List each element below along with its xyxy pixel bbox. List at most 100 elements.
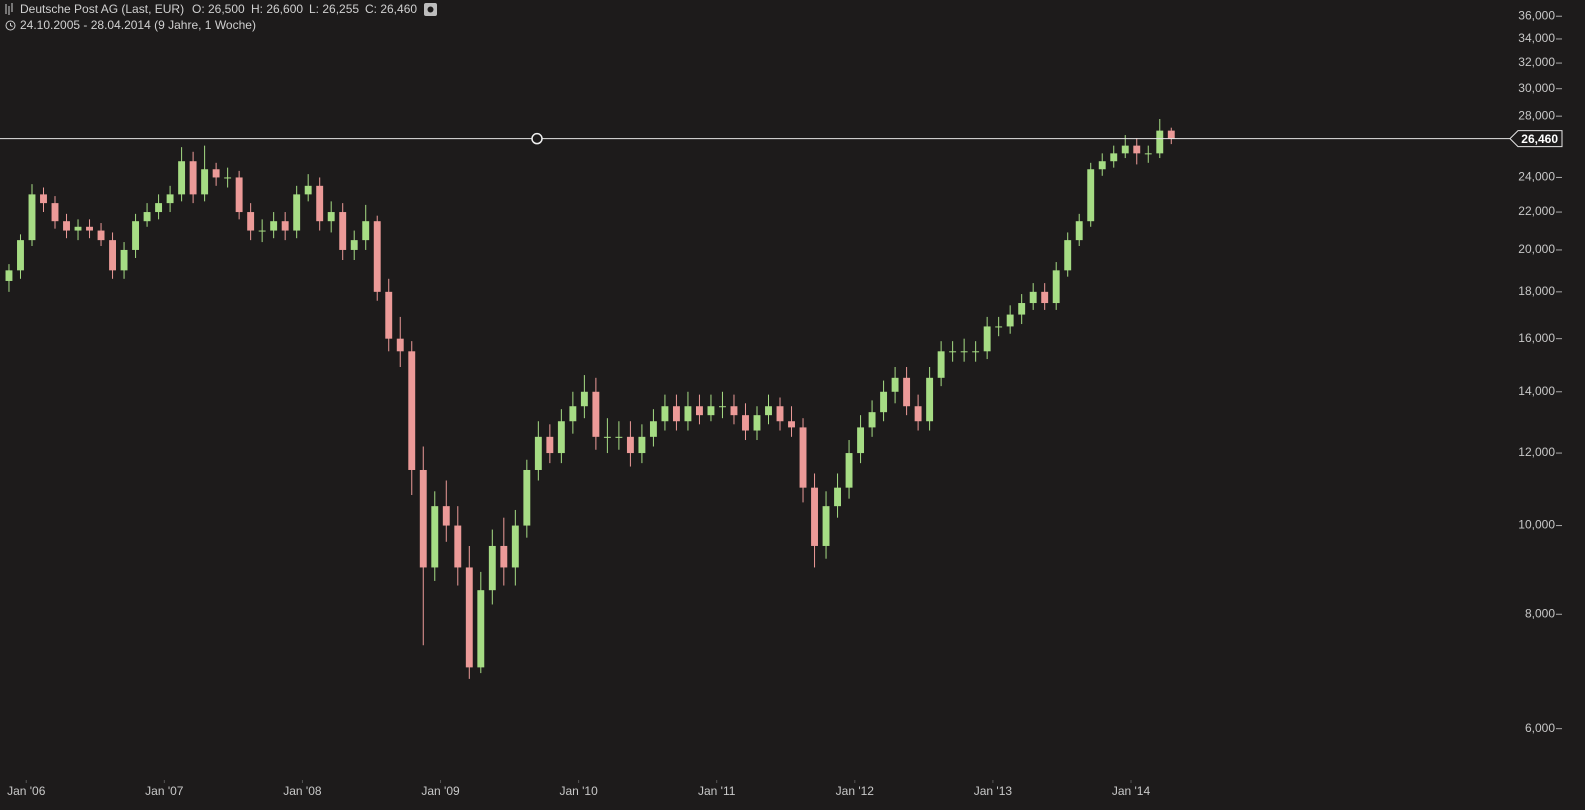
- x-tick-label: Jan '12: [836, 784, 875, 798]
- y-tick-label: 14,000: [1518, 384, 1555, 398]
- candle-body: [1006, 314, 1014, 327]
- candle-body: [74, 226, 82, 231]
- candle-body: [258, 230, 266, 232]
- candle-body: [949, 351, 957, 353]
- candle-body: [396, 338, 404, 352]
- candle-body: [557, 421, 565, 454]
- candle-body: [1110, 153, 1118, 162]
- crosshair-handle: [531, 132, 543, 145]
- candle-body: [719, 406, 726, 408]
- candle-body: [132, 221, 140, 250]
- candle-body: [845, 453, 853, 488]
- candle-body: [765, 406, 772, 416]
- candle-body: [603, 436, 611, 438]
- candle-body: [419, 469, 427, 568]
- chart-subtitle: 24.10.2005 - 28.04.2014 (9 Jahre, 1 Woch…: [20, 18, 256, 32]
- candle-body: [511, 525, 519, 568]
- header-icon: [5, 3, 13, 15]
- settings-icon[interactable]: [424, 3, 437, 16]
- candle-body: [270, 221, 278, 231]
- quote-close: C: 26,460: [365, 2, 417, 16]
- candle-body: [811, 487, 818, 546]
- x-tick-label: Jan '08: [283, 784, 322, 798]
- candle-body: [431, 506, 439, 568]
- y-tick-label: 30,000: [1518, 81, 1555, 95]
- candle-body: [327, 212, 335, 222]
- candle-body: [534, 436, 542, 470]
- x-tick-label: Jan '11: [698, 784, 736, 798]
- candle-body: [914, 406, 922, 422]
- candle-body: [235, 177, 243, 213]
- candle-body: [1075, 221, 1083, 241]
- last-price-box: [1509, 130, 1563, 148]
- candle-body: [373, 221, 381, 292]
- candle-body: [1167, 130, 1175, 139]
- y-tick-label: 28,000: [1518, 108, 1555, 122]
- quote-high: H: 26,600: [251, 2, 303, 16]
- candle-body: [638, 436, 646, 454]
- y-tick-label: 36,000: [1518, 8, 1555, 22]
- x-tick-label: Jan '09: [421, 784, 460, 798]
- y-tick-label: 10,000: [1518, 518, 1555, 532]
- candle-body: [672, 406, 680, 422]
- x-tick-label: Jan '06: [7, 784, 46, 798]
- candle-body: [109, 240, 116, 271]
- y-tick-label: 20,000: [1518, 242, 1555, 256]
- y-tick-label: 16,000: [1518, 331, 1555, 345]
- candle-body: [1029, 291, 1037, 304]
- candle-body: [97, 230, 105, 241]
- last-price-label: 26,460: [1521, 132, 1558, 146]
- candle-body: [86, 226, 93, 231]
- candle-body: [1133, 145, 1141, 154]
- candle-body: [40, 194, 47, 204]
- candles: [5, 119, 1175, 679]
- y-tick-label: 22,000: [1518, 204, 1555, 218]
- clock-icon: [5, 20, 16, 31]
- candle-body: [546, 436, 554, 454]
- candle-body: [1018, 303, 1026, 315]
- candle-body: [972, 351, 980, 353]
- y-tick-label: 8,000: [1525, 606, 1555, 620]
- candle-body: [339, 212, 347, 250]
- candle-body: [5, 270, 13, 281]
- candle-body: [316, 185, 324, 222]
- y-tick-label: 32,000: [1518, 55, 1555, 69]
- candle-body: [178, 161, 186, 195]
- candle-body: [143, 212, 151, 222]
- y-tick-label: 12,000: [1518, 445, 1555, 459]
- candle-body: [776, 406, 784, 422]
- candle-body: [696, 406, 703, 416]
- candle-body: [799, 427, 807, 488]
- candle-body: [868, 412, 876, 428]
- y-tick-label: 6,000: [1525, 721, 1555, 735]
- candle-body: [350, 240, 358, 250]
- quote-low: L: 26,255: [309, 2, 359, 16]
- x-tick-label: Jan '10: [559, 784, 598, 798]
- candle-body: [293, 194, 301, 231]
- candle-body: [17, 240, 24, 271]
- candle-body: [304, 185, 312, 195]
- candle-body: [189, 161, 197, 195]
- candle-body: [661, 406, 669, 422]
- candle-body: [926, 377, 934, 422]
- candle-body: [903, 377, 911, 407]
- candle-body: [569, 406, 577, 422]
- candle-body: [155, 203, 163, 213]
- candle-body: [500, 545, 508, 568]
- candle-body: [822, 506, 830, 546]
- candle-body: [1098, 161, 1106, 170]
- candle-body: [891, 377, 899, 392]
- candle-body: [880, 391, 888, 413]
- candle-body: [649, 421, 657, 437]
- candle-body: [51, 203, 59, 222]
- candle-body: [1064, 240, 1072, 271]
- candle-body: [1052, 270, 1060, 304]
- candle-body: [615, 436, 623, 438]
- candle-body: [1087, 169, 1095, 222]
- x-tick-label: Jan '13: [974, 784, 1013, 798]
- candle-body: [707, 406, 715, 416]
- candle-body: [995, 326, 1003, 328]
- candle-body: [834, 487, 841, 507]
- candle-body: [224, 177, 232, 179]
